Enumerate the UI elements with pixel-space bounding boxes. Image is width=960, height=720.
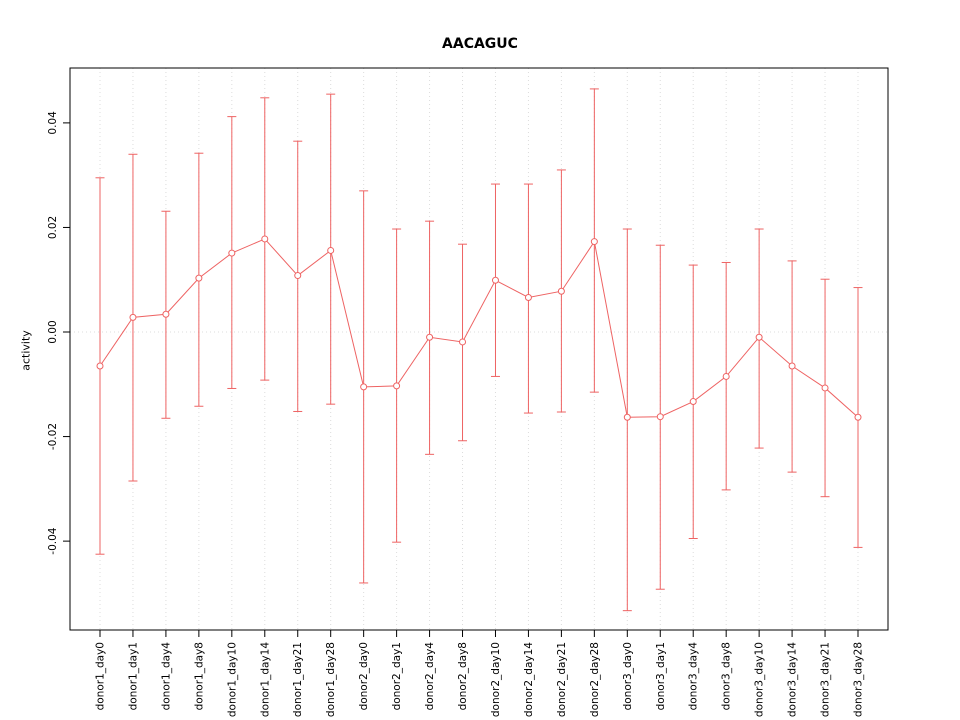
x-tick-label: donor1_day10 [226, 642, 238, 717]
data-point-marker [821, 384, 829, 392]
data-point-marker [656, 413, 664, 421]
x-tick-label: donor2_day28 [589, 642, 601, 717]
y-axis: -0.04 -0.02 0.00 0.02 0.04 [47, 111, 70, 555]
data-point-marker [360, 383, 368, 391]
gridlines [99, 68, 859, 630]
data-point-marker [261, 235, 269, 243]
data-point-marker [327, 246, 335, 254]
x-tick-label: donor1_day0 [95, 642, 107, 710]
x-tick-label: donor3_day10 [754, 642, 766, 717]
series-line [99, 238, 859, 418]
x-tick-label: donor2_day1 [391, 642, 403, 710]
x-tick-label: donor3_day21 [820, 642, 832, 717]
data-point-marker [623, 413, 631, 421]
x-tick-label: donor2_day0 [358, 642, 370, 710]
y-tick-label: 0.00 [47, 320, 59, 343]
x-tick-label: donor2_day21 [556, 642, 568, 717]
chart-title: AACAGUC [442, 36, 518, 52]
x-tick-label: donor3_day14 [787, 642, 799, 717]
x-tick-label: donor1_day21 [292, 642, 304, 717]
series-markers [96, 235, 862, 421]
data-point-marker [557, 287, 565, 295]
data-point-marker [854, 413, 862, 421]
x-tick-label: donor1_day14 [259, 642, 271, 717]
y-tick-label: -0.02 [47, 423, 59, 450]
y-tick-label: -0.04 [47, 527, 59, 554]
y-tick-label: 0.04 [47, 111, 59, 135]
data-point-marker [590, 238, 598, 246]
data-point-marker [426, 333, 434, 341]
x-tick-label: donor3_day4 [688, 642, 700, 711]
x-tick-label: donor2_day10 [490, 642, 502, 717]
data-point-marker [755, 333, 763, 341]
y-tick-label: 0.02 [47, 216, 59, 239]
x-tick-label: donor2_day4 [424, 642, 436, 711]
x-tick-label: donor2_day14 [523, 642, 535, 717]
data-point-marker [524, 294, 532, 302]
data-point-marker [228, 249, 236, 257]
x-tick-label: donor3_day8 [721, 642, 733, 710]
data-point-marker [96, 362, 104, 370]
data-point-marker [393, 382, 401, 390]
data-point-marker [788, 362, 796, 370]
x-tick-label: donor1_day28 [325, 642, 337, 717]
data-point-marker [129, 313, 137, 321]
x-tick-label: donor1_day8 [193, 642, 205, 710]
data-point-marker [722, 372, 730, 380]
plot-border [69, 67, 889, 631]
x-axis: donor1_day0 donor1_day1 donor1_day4 donor1_… [95, 630, 865, 717]
data-point-marker [162, 310, 170, 318]
x-tick-label: donor1_day4 [160, 642, 172, 711]
x-tick-label: donor3_day0 [622, 642, 634, 710]
error-bars [95, 88, 863, 612]
data-point-marker [491, 276, 499, 284]
data-point-marker [459, 338, 467, 346]
x-tick-label: donor1_day1 [127, 642, 139, 710]
x-tick-label: donor3_day28 [853, 642, 865, 717]
x-tick-label: donor3_day1 [655, 642, 667, 710]
x-tick-label: donor2_day8 [457, 642, 469, 710]
data-point-marker [195, 274, 203, 282]
data-point-marker [294, 272, 302, 280]
data-point-marker [689, 398, 697, 406]
